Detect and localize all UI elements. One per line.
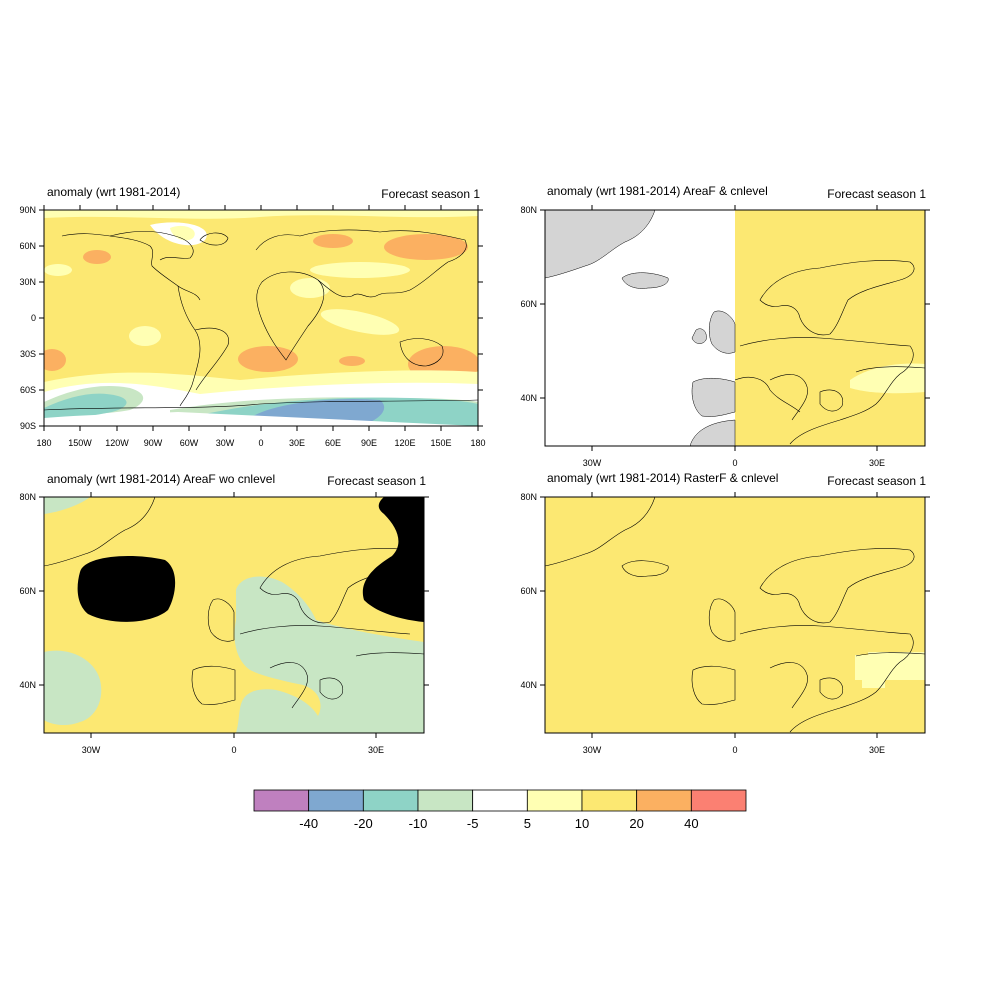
lon-tick-label: 30E <box>869 745 885 755</box>
lon-tick-label: 30W <box>583 458 602 468</box>
lon-tick-label: 30E <box>368 745 384 755</box>
lat-tick-label: 40N <box>520 393 537 403</box>
colorbar-label: -20 <box>354 816 373 831</box>
lon-tick-label: 30W <box>216 438 235 448</box>
lat-tick-label: 60N <box>19 586 36 596</box>
panel-1-left-title: anomaly (wrt 1981-2014) <box>47 185 180 199</box>
colorbar-label: 40 <box>684 816 698 831</box>
lon-tick-label: 180 <box>470 438 485 448</box>
panel-1-field <box>44 210 478 426</box>
lon-tick-label: 30W <box>583 745 602 755</box>
colorbar-label: 5 <box>524 816 531 831</box>
panel-2-left-title: anomaly (wrt 1981-2014) AreaF & cnlevel <box>547 184 768 198</box>
colorbar-swatch <box>362 789 419 812</box>
panel-4-field <box>545 497 925 733</box>
lon-tick-label: 30E <box>289 438 305 448</box>
lon-tick-label: 120E <box>394 438 415 448</box>
panel-1-lat-labels: 90N 60N 30N 0 30S 60S 90S <box>19 205 483 431</box>
panel-3-lat-labels: 80N 60N 40N <box>19 492 429 690</box>
lat-tick-label: 60N <box>19 241 36 251</box>
panel-global: anomaly (wrt 1981-2014) Forecast season … <box>19 185 485 448</box>
panel-3-left-title: anomaly (wrt 1981-2014) AreaF wo cnlevel <box>47 472 275 486</box>
panel-4-left-title: anomaly (wrt 1981-2014) RasterF & cnleve… <box>547 471 778 485</box>
colorbar-swatch <box>308 789 364 812</box>
colorbar-swatch <box>417 789 474 812</box>
lon-tick-label: 30W <box>82 745 101 755</box>
lat-tick-label: 90N <box>19 205 36 215</box>
lon-tick-label: 30E <box>869 458 885 468</box>
lon-tick-label: 0 <box>732 458 737 468</box>
lat-tick-label: 60S <box>20 385 36 395</box>
lon-tick-label: 150E <box>430 438 451 448</box>
lat-tick-label: 80N <box>520 205 537 215</box>
colorbar: -40 -20 -10 -5 5 10 20 40 <box>253 789 747 831</box>
lat-tick-label: 40N <box>19 680 36 690</box>
lat-tick-label: 0 <box>31 313 36 323</box>
lon-tick-label: 150W <box>68 438 92 448</box>
panel-2-lat-labels: 80N 60N 40N <box>520 205 930 403</box>
panel-4-right-title: Forecast season 1 <box>827 474 926 488</box>
lon-tick-label: 180 <box>36 438 51 448</box>
colorbar-label: -10 <box>409 816 428 831</box>
colorbar-swatch <box>472 789 528 812</box>
panel-4-lat-labels: 80N 60N 40N <box>520 492 930 690</box>
colorbar-label: -40 <box>299 816 318 831</box>
lon-tick-label: 90E <box>361 438 377 448</box>
colorbar-label: 20 <box>629 816 643 831</box>
lon-tick-label: 60E <box>325 438 341 448</box>
colorbar-swatch <box>526 789 583 812</box>
panel-4-lon-labels: 30W 0 30E <box>583 492 885 755</box>
colorbar-swatch <box>253 789 310 812</box>
panel-areaf-wo-cnlevel: anomaly (wrt 1981-2014) AreaF wo cnlevel… <box>19 472 429 755</box>
lat-tick-label: 80N <box>19 492 36 502</box>
lat-tick-label: 30N <box>19 277 36 287</box>
lon-tick-label: 60W <box>180 438 199 448</box>
lon-tick-label: 90W <box>144 438 163 448</box>
lat-tick-label: 60N <box>520 299 537 309</box>
lat-tick-label: 90S <box>20 421 36 431</box>
lon-tick-label: 0 <box>231 745 236 755</box>
panel-2-lon-labels: 30W 0 30E <box>583 205 885 468</box>
lat-tick-label: 80N <box>520 492 537 502</box>
lon-tick-label: 0 <box>732 745 737 755</box>
panel-areaf-cnlevel: anomaly (wrt 1981-2014) AreaF & cnlevel … <box>520 184 930 468</box>
lat-tick-label: 30S <box>20 349 36 359</box>
panel-3-right-title: Forecast season 1 <box>327 474 426 488</box>
panel-3-field <box>44 497 424 733</box>
colorbar-label: -5 <box>467 816 479 831</box>
colorbar-swatch <box>690 789 747 812</box>
lon-tick-label: 0 <box>258 438 263 448</box>
panel-2-field <box>545 210 925 446</box>
lon-tick-label: 120W <box>105 438 129 448</box>
panel-3-lon-labels: 30W 0 30E <box>82 492 384 755</box>
panel-2-right-title: Forecast season 1 <box>827 187 926 201</box>
panel-1-right-title: Forecast season 1 <box>381 187 480 201</box>
panel-1-lon-labels: 180 150W 120W 90W 60W 30W 0 30E 60E 90E 120E 150E 18… <box>36 205 486 448</box>
colorbar-label: 10 <box>575 816 589 831</box>
panel-rasterf-cnlevel: anomaly (wrt 1981-2014) RasterF & cnleve… <box>520 471 930 755</box>
colorbar-swatch <box>581 789 638 812</box>
colorbar-swatch <box>636 789 692 812</box>
lat-tick-label: 60N <box>520 586 537 596</box>
lat-tick-label: 40N <box>520 680 537 690</box>
